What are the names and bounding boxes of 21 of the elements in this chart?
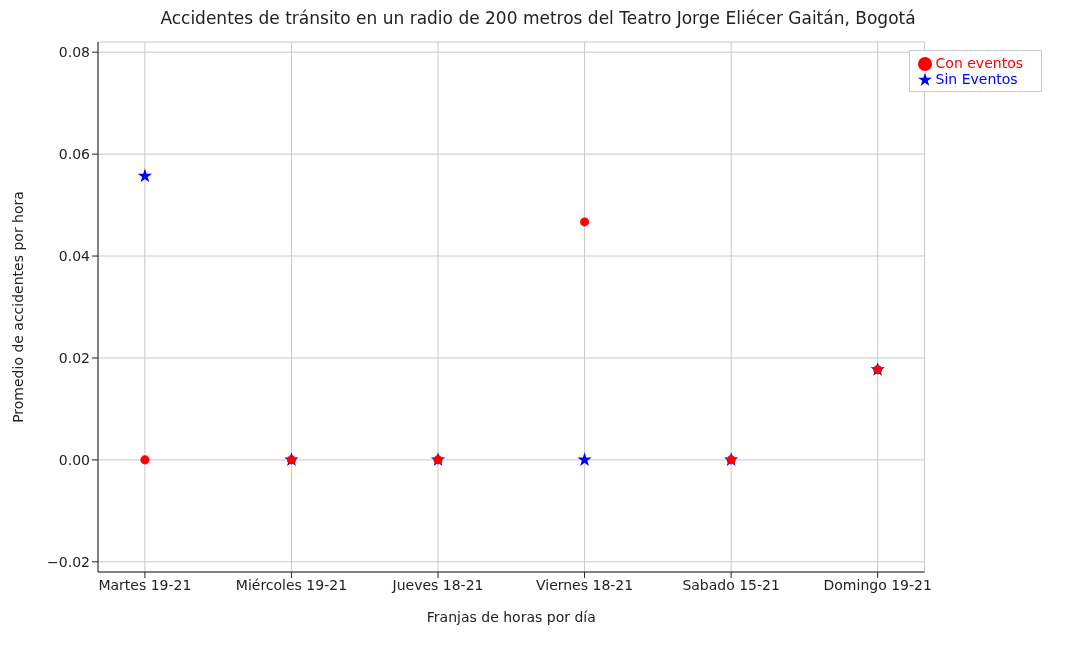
y-tick-label: 0.08 [58, 44, 90, 61]
x-tick-label: Martes 19-21 [98, 576, 192, 593]
x-axis-title: Franjas de horas por día [426, 609, 596, 625]
y-axis-title: Promedio de accidentes por hora [9, 191, 26, 423]
y-tick-label: 0.00 [58, 451, 90, 468]
x-tick-label: Miércoles 19-21 [235, 576, 348, 593]
y-tick-label: 0.04 [58, 248, 91, 265]
y-tick-label: 0.02 [58, 349, 90, 366]
legend-label: Sin Eventos [935, 71, 1018, 87]
x-tick-label: Jueves 18-21 [391, 576, 484, 593]
point [140, 455, 150, 465]
chart-title: Accidentes de tránsito en un radio de 200 metros del Teatro Jorge Eliécer Gaitán, Bogotá [159, 8, 917, 30]
legend-label: Con eventos [935, 55, 1023, 71]
point [137, 168, 153, 183]
x-tick-label: Sabado 15-21 [682, 576, 780, 593]
point [577, 452, 592, 466]
x-tick-label: Viernes 18-21 [535, 576, 634, 593]
point [580, 217, 590, 227]
x-tick-label: Domingo 19-21 [823, 576, 932, 593]
y-tick-label: −0.02 [47, 553, 90, 570]
y-tick-label: 0.06 [58, 146, 91, 163]
